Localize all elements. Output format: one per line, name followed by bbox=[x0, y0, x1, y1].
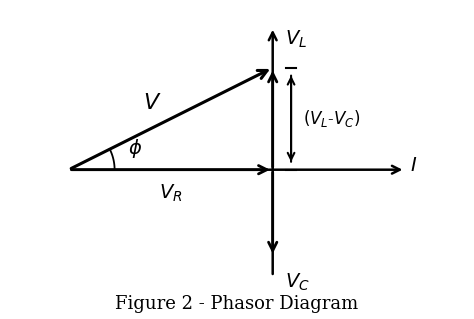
Text: $\phi$: $\phi$ bbox=[128, 137, 142, 160]
Text: $(V_L$-$V_C)$: $(V_L$-$V_C)$ bbox=[303, 108, 361, 129]
Text: $V$: $V$ bbox=[143, 93, 162, 115]
Text: $V_R$: $V_R$ bbox=[159, 183, 182, 204]
Text: $V_L$: $V_L$ bbox=[285, 29, 307, 50]
Text: $V_C$: $V_C$ bbox=[285, 272, 310, 293]
Text: $I$: $I$ bbox=[410, 157, 418, 174]
Text: Figure 2 - Phasor Diagram: Figure 2 - Phasor Diagram bbox=[115, 294, 359, 313]
